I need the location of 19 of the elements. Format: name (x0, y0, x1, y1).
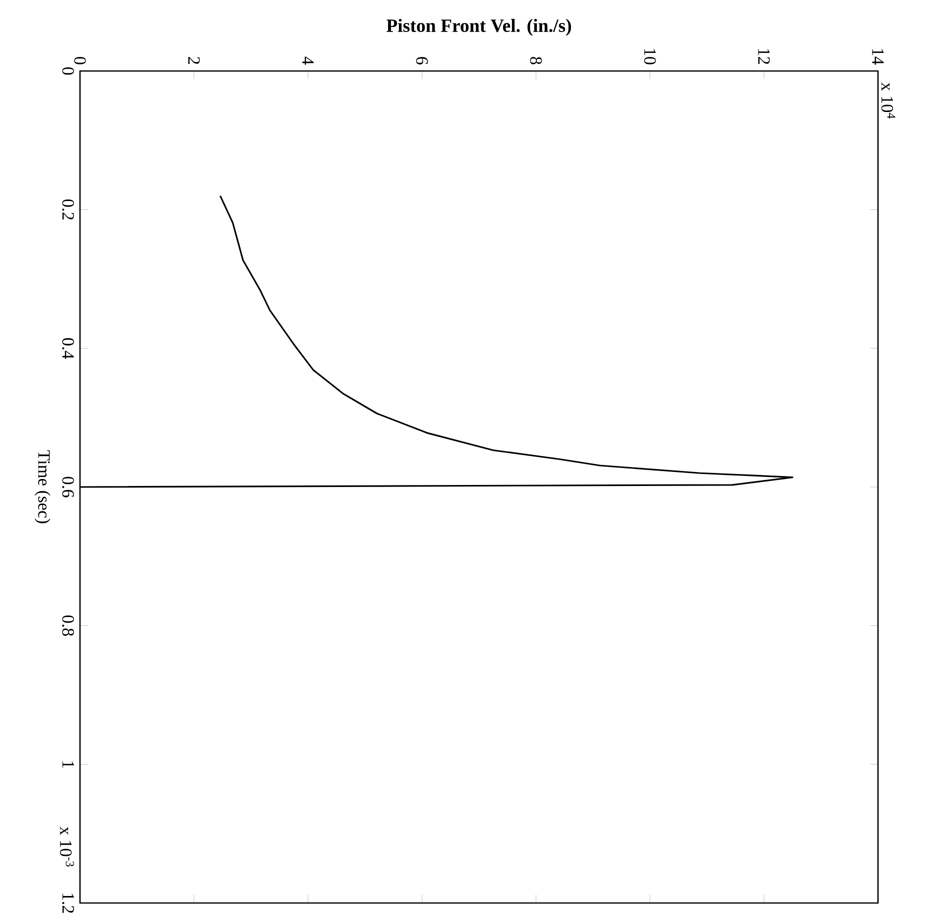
text: x 10$^{-3}$ (60, 826, 74, 866)
y-tick-label: 0.4 (62, 338, 74, 359)
x-tick-label: 2 (188, 57, 200, 64)
x-tick-label: 12 (758, 49, 770, 64)
y-tick-label: 0.2 (62, 199, 74, 220)
y-tick-label: 1.2 (62, 894, 74, 913)
y-tick-label: 0 (62, 67, 74, 75)
x-tick-label: 6 (416, 57, 428, 64)
y-tick-label: 1 (62, 762, 74, 768)
x-tick-label: 8 (530, 56, 542, 64)
x-tick-label: 14 (872, 49, 884, 65)
x-tick-label: 4 (302, 56, 314, 65)
x-tick-label: 0 (74, 56, 86, 64)
y-tick-label: 0.6 (62, 476, 74, 498)
x-tick-label: 10 (644, 49, 656, 64)
y-axis-title: Time (sec) (34, 450, 50, 524)
x-axis-title: Piston Front Vel. (in./s) (386, 18, 571, 36)
y-tick-label: 0.8 (62, 615, 74, 636)
text: x 10$^{4}$ (881, 82, 896, 119)
